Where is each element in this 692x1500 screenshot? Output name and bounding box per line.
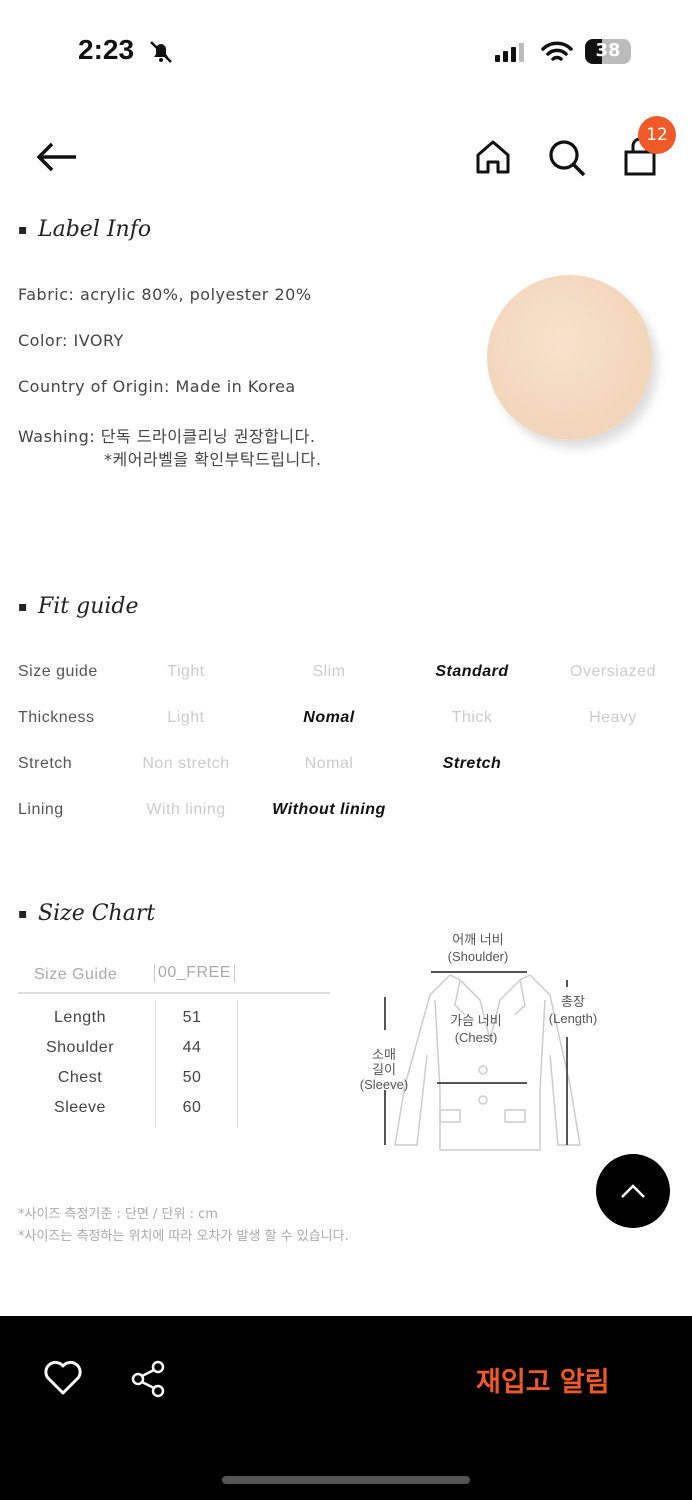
size-row-value: 60: [182, 1099, 202, 1116]
share-icon[interactable]: [130, 1360, 168, 1398]
fit-option: Non stretch: [142, 755, 230, 772]
washing-note: *케어라벨을 확인부탁드립니다.: [104, 450, 322, 469]
size-row-label: Length: [54, 1009, 106, 1026]
jacket-diagram: [384, 971, 581, 1151]
size-guide-header: Size Guide: [34, 966, 118, 983]
bullet: ▪: [18, 599, 28, 615]
size-row-label: Sleeve: [54, 1099, 106, 1116]
fit-option: Light: [167, 709, 205, 726]
origin-text: Country of Origin: Made in Korea: [18, 377, 296, 396]
color-text: Color: IVORY: [18, 331, 124, 350]
size-row-label: Shoulder: [45, 1039, 115, 1056]
fit-row-label: Stretch: [18, 755, 73, 772]
battery-icon: 38: [585, 39, 631, 64]
diagram-label-sleeve: 소매 길이 (Sleeve): [359, 1047, 409, 1092]
size-free-header: 00_FREE: [154, 964, 235, 982]
wifi-icon: [541, 41, 573, 61]
scroll-top-button[interactable]: [596, 1154, 670, 1228]
label-info-title: Label Info: [38, 217, 152, 242]
fit-option: Oversiazed: [570, 663, 656, 680]
fit-option: With lining: [146, 801, 226, 818]
divider: [155, 1000, 156, 1128]
home-icon[interactable]: [474, 138, 512, 176]
search-icon[interactable]: [547, 138, 587, 178]
divider: [18, 992, 330, 994]
chevron-up-icon: [621, 1184, 645, 1198]
size-note: *사이즈는 측정하는 위치에 따라 오차가 발생 할 수 있습니다.: [18, 1229, 349, 1244]
fit-option: Nomal: [303, 709, 355, 726]
fit-row-label: Thickness: [18, 709, 95, 726]
bullet: ▪: [18, 906, 28, 922]
diagram-label-length: 총장 (Length): [548, 994, 598, 1026]
signal-icon: [495, 43, 524, 62]
fit-option: Stretch: [442, 755, 502, 772]
fit-option: Tight: [167, 663, 205, 680]
diagram-label-shoulder: 어깨 너비 (Shoulder): [447, 932, 509, 964]
heart-icon[interactable]: [44, 1360, 82, 1396]
back-arrow-icon[interactable]: [34, 140, 80, 174]
size-row-value: 44: [182, 1039, 202, 1056]
size-chart-title: Size Chart: [38, 901, 156, 926]
fit-guide-title: Fit guide: [38, 594, 139, 619]
size-note: *사이즈 측정기준 : 단면 / 단위 : cm: [18, 1207, 218, 1222]
home-indicator: [222, 1476, 470, 1484]
status-time: 2:23: [78, 34, 135, 65]
bottom-bar: 재입고 알림: [0, 1316, 692, 1500]
fit-row-label: Size guide: [18, 663, 98, 680]
restock-alert-button[interactable]: 재입고 알림: [476, 1367, 610, 1398]
fit-row-label: Lining: [18, 801, 64, 818]
divider: [237, 1000, 238, 1128]
fit-option: Standard: [435, 663, 509, 680]
cart-badge: 12: [638, 116, 676, 154]
silent-bell-icon: [150, 41, 172, 63]
fit-option: Heavy: [589, 709, 637, 726]
fit-option: Without lining: [272, 801, 386, 818]
fit-option: Nomal: [304, 755, 354, 772]
size-row-value: 51: [182, 1009, 202, 1026]
bullet: ▪: [18, 222, 28, 238]
fabric-text: Fabric: acrylic 80%, polyester 20%: [18, 285, 312, 304]
fit-option: Slim: [312, 663, 346, 680]
washing-text: Washing: 단독 드라이클리닝 권장합니다.: [18, 427, 316, 446]
size-row-value: 50: [182, 1069, 202, 1086]
size-row-label: Chest: [57, 1069, 103, 1086]
fabric-swatch: [487, 275, 652, 440]
diagram-label-chest: 가슴 너비 (Chest): [450, 1013, 502, 1045]
fit-option: Thick: [451, 709, 493, 726]
